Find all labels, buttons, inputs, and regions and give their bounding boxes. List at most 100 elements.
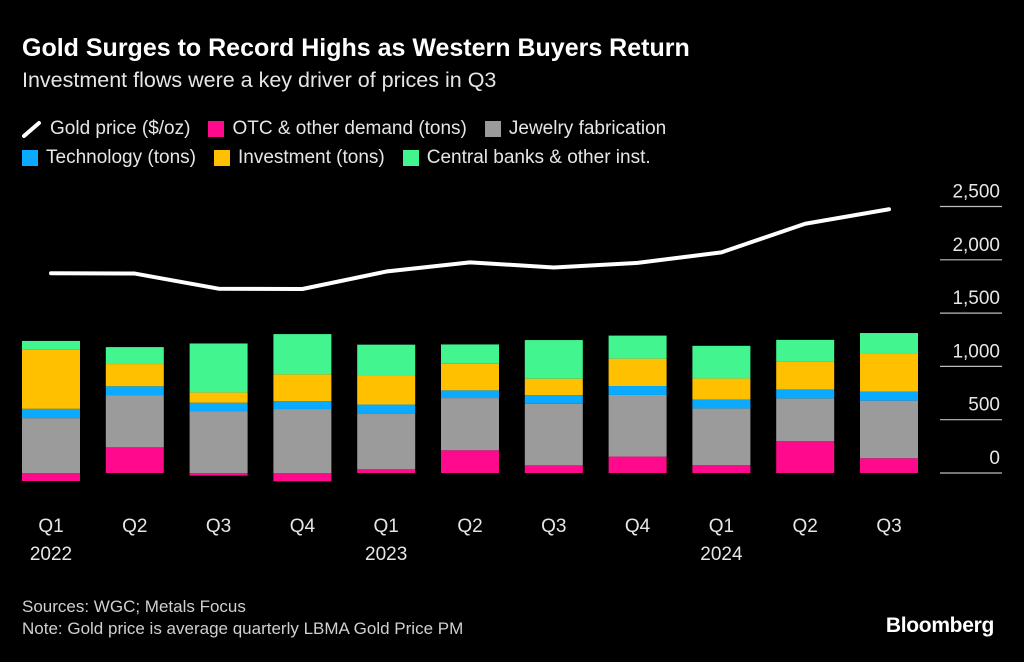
- bar-segment-central-banks-other-inst: [441, 344, 499, 364]
- legend-item-central-banks: Central banks & other inst.: [402, 147, 651, 169]
- bar-segment-jewelry-fabrication: [524, 403, 583, 466]
- bar-segment-technology-tons: [189, 402, 248, 412]
- legend-label: Central banks & other inst.: [426, 147, 651, 168]
- y-tick-label: 2,000: [952, 235, 1000, 256]
- x-tick-year: 2022: [30, 544, 72, 565]
- bar-segment-jewelry-fabrication: [860, 400, 918, 459]
- x-tick-year: 2023: [365, 544, 407, 565]
- bar-segment-otc-other-demand-tons: [441, 450, 499, 473]
- x-tick-label: Q2: [457, 516, 482, 537]
- chart-title: Gold Surges to Record Highs as Western B…: [22, 34, 690, 62]
- x-tick-label: Q4: [290, 516, 316, 537]
- bar-segment-otc-other-demand-tons: [860, 458, 918, 473]
- legend-label: Gold price ($/oz): [50, 118, 191, 139]
- x-tick-label: Q2: [122, 516, 147, 537]
- legend-label: OTC & other demand (tons): [232, 118, 467, 139]
- bar-segment-jewelry-fabrication: [273, 409, 332, 473]
- legend-swatch: [484, 121, 501, 137]
- legend-label: Investment (tons): [237, 147, 385, 168]
- x-tick-label: Q4: [625, 516, 651, 537]
- bar-segment-otc-other-demand-tons: [357, 469, 416, 473]
- y-tick-label: 1,500: [952, 288, 1000, 309]
- y-tick-label: 0: [989, 448, 1000, 469]
- bar-segment-otc-other-demand-tons: [524, 465, 583, 473]
- bar-segment-investment-tons: [189, 392, 248, 403]
- bar-segment-central-banks-other-inst: [524, 340, 583, 379]
- bar-segment-investment-tons: [357, 375, 416, 405]
- bar-segment-otc-other-demand-tons: [105, 447, 164, 473]
- bar-segment-otc-other-demand-tons: [22, 473, 80, 481]
- x-tick-label: Q1: [374, 516, 399, 537]
- bar-segment-investment-tons: [441, 363, 499, 391]
- legend-label: Jewelry fabrication: [508, 118, 667, 139]
- bar-segment-technology-tons: [105, 386, 164, 396]
- bar-segment-technology-tons: [22, 408, 80, 419]
- x-tick-label: Q1: [38, 516, 63, 537]
- bar-segment-central-banks-other-inst: [189, 343, 248, 393]
- bar-segment-technology-tons: [860, 391, 918, 401]
- bar-segment-central-banks-other-inst: [608, 335, 667, 359]
- bar-segment-central-banks-other-inst: [22, 340, 80, 350]
- bloomberg-logo: Bloomberg: [885, 614, 994, 637]
- bar-segment-jewelry-fabrication: [22, 418, 80, 473]
- bar-segment-investment-tons: [524, 378, 583, 396]
- bar-segment-technology-tons: [776, 389, 835, 399]
- x-tick-label: Q3: [541, 516, 566, 537]
- gold-price-line: [49, 207, 891, 292]
- bar-segment-jewelry-fabrication: [692, 408, 751, 466]
- legend-row-2: Technology (tons) Investment (tons) Cent…: [22, 147, 651, 169]
- y-tick-label: 1,000: [952, 341, 1000, 362]
- x-tick-label: Q1: [709, 516, 734, 537]
- bar-segment-investment-tons: [860, 353, 918, 392]
- bar-segment-jewelry-fabrication: [608, 394, 667, 457]
- legend-item-jewelry: Jewelry fabrication: [484, 118, 667, 140]
- y-tick-label: 2,500: [952, 182, 1000, 203]
- bar-segment-jewelry-fabrication: [776, 398, 835, 442]
- legend-item-investment: Investment (tons): [213, 147, 385, 169]
- bar-segment-technology-tons: [441, 390, 499, 399]
- footer: Sources: WGC; Metals Focus Note: Gold pr…: [22, 596, 463, 640]
- legend-swatch: [208, 121, 225, 137]
- legend-swatch: [402, 150, 419, 166]
- legend-item-otc: OTC & other demand (tons): [208, 118, 467, 140]
- x-tick-label: Q3: [876, 516, 901, 537]
- bar-segment-investment-tons: [105, 364, 164, 387]
- bar-segment-investment-tons: [692, 378, 751, 400]
- bar-segment-otc-other-demand-tons: [189, 473, 248, 476]
- bar-segment-central-banks-other-inst: [105, 347, 164, 365]
- bar-segment-jewelry-fabrication: [105, 395, 164, 448]
- bar-segment-investment-tons: [22, 349, 80, 409]
- bar-segment-investment-tons: [273, 374, 332, 402]
- bar-segment-jewelry-fabrication: [441, 398, 499, 451]
- legend-swatch: [22, 150, 38, 166]
- bar-segment-investment-tons: [776, 361, 835, 390]
- x-tick-label: Q3: [206, 516, 231, 537]
- bar-segment-technology-tons: [608, 386, 667, 395]
- bar-segment-technology-tons: [524, 395, 583, 404]
- bar-segment-technology-tons: [357, 404, 416, 414]
- y-tick-label: 500: [968, 395, 1000, 416]
- bar-segment-otc-other-demand-tons: [692, 465, 751, 473]
- sources-text: Sources: WGC; Metals Focus: [22, 597, 246, 616]
- bar-segment-otc-other-demand-tons: [273, 473, 332, 482]
- bar-segment-otc-other-demand-tons: [776, 441, 835, 473]
- bar-segment-central-banks-other-inst: [692, 345, 751, 379]
- x-tick-year: 2024: [700, 544, 743, 565]
- chart-subtitle: Investment flows were a key driver of pr…: [22, 68, 497, 92]
- legend-item-gold-price: Gold price ($/oz): [22, 118, 190, 140]
- bar-segment-otc-other-demand-tons: [608, 456, 667, 473]
- bar-segment-central-banks-other-inst: [357, 344, 416, 376]
- bar-segment-central-banks-other-inst: [776, 339, 835, 362]
- bar-segment-central-banks-other-inst: [860, 333, 918, 354]
- bar-segment-jewelry-fabrication: [357, 413, 416, 470]
- legend-item-technology: Technology (tons): [22, 147, 196, 169]
- bar-segment-technology-tons: [692, 399, 751, 409]
- bar-segment-central-banks-other-inst: [273, 334, 332, 375]
- legend-swatch: [213, 150, 230, 166]
- line-swatch-icon: [22, 121, 41, 138]
- note-text: Note: Gold price is average quarterly LB…: [22, 619, 464, 638]
- legend-row-1: Gold price ($/oz) OTC & other demand (to…: [22, 118, 666, 140]
- bar-segment-jewelry-fabrication: [189, 411, 248, 473]
- bar-segment-investment-tons: [608, 358, 667, 387]
